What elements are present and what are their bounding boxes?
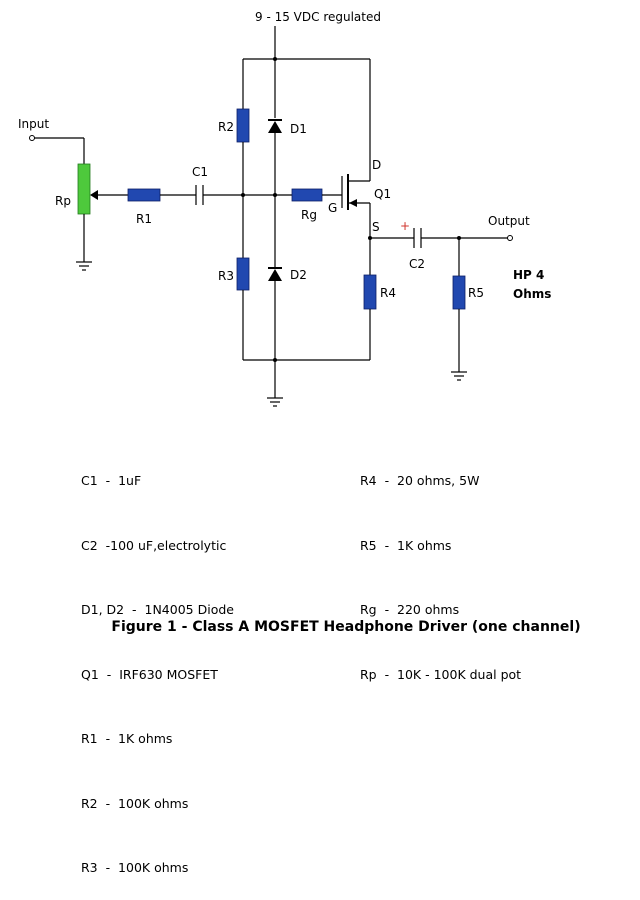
d2-label: D2 bbox=[290, 268, 307, 282]
c2-polarity-mark: + bbox=[400, 219, 410, 233]
resistor-rg bbox=[291, 188, 323, 202]
capacitor-c2 bbox=[413, 228, 422, 248]
potentiometer-rp bbox=[77, 163, 128, 262]
supply-label: 9 - 15 VDC regulated bbox=[255, 10, 381, 24]
supply-rail bbox=[243, 26, 371, 165]
resistor-r4 bbox=[363, 274, 377, 310]
parts-list-item: C2 -100 uF,electrolytic bbox=[81, 537, 227, 553]
r1-label: R1 bbox=[136, 212, 152, 226]
capacitor-c1 bbox=[195, 185, 204, 205]
c1-label: C1 bbox=[192, 165, 208, 179]
ground-symbol-main bbox=[267, 397, 283, 407]
parts-list-item: R4 - 20 ohms, 5W bbox=[360, 473, 480, 488]
r3-label: R3 bbox=[218, 269, 234, 283]
source-label: S bbox=[372, 220, 380, 234]
r4-label: R4 bbox=[380, 286, 396, 300]
d1-label: D1 bbox=[290, 122, 307, 136]
rp-label: Rp bbox=[55, 194, 71, 208]
drain-label: D bbox=[372, 158, 381, 172]
parts-list-item: Rp - 10K - 100K dual pot bbox=[360, 666, 522, 682]
parts-list-item: D1, D2 - 1N4005 Diode bbox=[81, 602, 234, 617]
output-label: Output bbox=[488, 214, 530, 228]
input-label: Input bbox=[18, 117, 49, 131]
parts-list-item: Q1 - IRF630 MOSFET bbox=[81, 666, 218, 682]
mosfet-q1 bbox=[341, 165, 371, 238]
input-terminal bbox=[29, 135, 85, 165]
parts-list-item: R1 - 1K ohms bbox=[81, 731, 173, 746]
parts-list-left: C1 - 1uF C2 -100 uF,electrolytic D1, D2 … bbox=[81, 427, 234, 900]
q1-label: Q1 bbox=[374, 187, 391, 201]
parts-list-item: R2 - 100K ohms bbox=[81, 795, 189, 811]
resistor-r5 bbox=[452, 275, 466, 310]
diode-d1 bbox=[268, 119, 282, 133]
ground-symbol-output bbox=[451, 371, 467, 381]
c2-label: C2 bbox=[409, 257, 425, 271]
ground-symbol-rp bbox=[76, 261, 92, 271]
rg-label: Rg bbox=[301, 208, 317, 222]
r2-label: R2 bbox=[218, 120, 234, 134]
parts-list-item: C1 - 1uF bbox=[81, 473, 142, 488]
diode-d2 bbox=[268, 267, 282, 281]
load-label-line2: Ohms bbox=[513, 287, 551, 301]
parts-list-item: R3 - 100K ohms bbox=[81, 860, 189, 875]
r5-label: R5 bbox=[468, 286, 484, 300]
resistor-r2 bbox=[236, 108, 250, 143]
output-terminal bbox=[507, 235, 513, 241]
resistor-r1 bbox=[127, 188, 161, 202]
parts-list-right: R4 - 20 ohms, 5W R5 - 1K ohms Rg - 220 o… bbox=[360, 427, 521, 707]
figure-caption: Figure 1 - Class A MOSFET Headphone Driv… bbox=[111, 619, 581, 635]
gate-label: G bbox=[328, 201, 337, 215]
load-label-line1: HP 4 bbox=[513, 268, 544, 282]
parts-list-item: Rg - 220 ohms bbox=[360, 602, 460, 617]
resistor-r3 bbox=[236, 257, 250, 291]
parts-list-item: R5 - 1K ohms bbox=[360, 537, 452, 553]
circuit-schematic: 9 - 15 VDC regulated Input Rp R1 C1 bbox=[18, 10, 551, 407]
